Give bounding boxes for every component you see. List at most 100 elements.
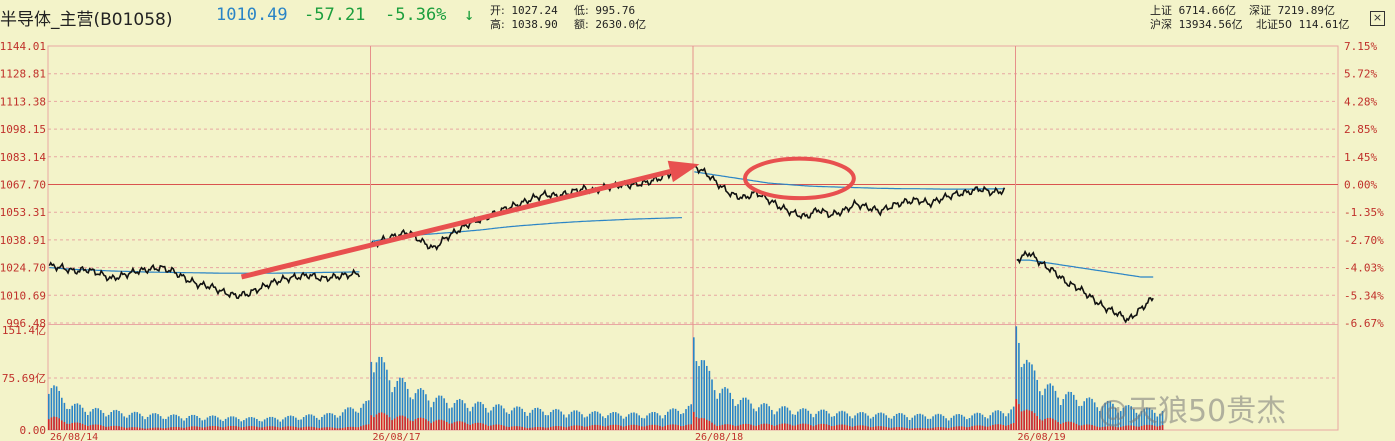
volume-bar-sell <box>817 424 820 430</box>
volume-bar <box>490 410 492 430</box>
intraday-chart: 1144.01 7.15% 1128.81 5.72% 1113.38 4.28% 1098… <box>0 40 1384 441</box>
volume-bar-sell <box>895 427 898 430</box>
volume-bar-sell <box>84 425 87 430</box>
volume-bar-sell <box>932 427 934 430</box>
close-icon[interactable]: × <box>1370 11 1385 26</box>
volume-bar <box>544 415 547 430</box>
volume-bar-sell <box>185 427 188 430</box>
volume-bar <box>633 412 635 430</box>
volume-bar-sell <box>516 426 518 430</box>
volume-bar-sell <box>198 426 201 430</box>
volume-bar-sell <box>604 426 607 430</box>
volume-bar-sell <box>1012 422 1015 430</box>
volume-bar-sell <box>123 427 126 430</box>
volume-bar <box>133 411 136 430</box>
volume-bar <box>620 415 622 430</box>
volume-bar <box>167 416 170 430</box>
volume-bar-sell <box>1028 410 1031 430</box>
volume-bar <box>719 393 721 430</box>
volume-bar <box>1080 405 1083 430</box>
volume-bar-sell <box>479 422 482 430</box>
volume-bar-sell <box>625 426 627 430</box>
volume-bar-sell <box>263 426 266 430</box>
volume-bar <box>349 407 352 430</box>
volume-bar <box>365 401 367 430</box>
volume-bar-sell <box>230 425 232 430</box>
volume-bar-sell <box>250 426 253 430</box>
volume-bar <box>510 410 513 430</box>
volume-bar <box>305 415 308 430</box>
volume-bar-sell <box>92 424 94 430</box>
volume-bar-sell <box>888 427 890 430</box>
volume-bar <box>726 388 729 430</box>
volume-bar-sell <box>425 419 427 430</box>
volume-bar <box>773 414 776 430</box>
volume-bar-sell <box>144 428 146 430</box>
volume-bar-sell <box>76 422 79 430</box>
volume-bar-sell <box>373 417 375 430</box>
volume-bar-sell <box>302 427 305 430</box>
volume-bar <box>1039 391 1041 430</box>
volume-bar <box>536 407 539 430</box>
volume-bar-sell <box>149 428 152 430</box>
volume-bar <box>292 416 295 430</box>
hs-value: 13934.56亿 <box>1178 18 1243 31</box>
volume-bar <box>419 388 422 430</box>
volume-bar <box>1159 413 1161 430</box>
volume-bar-sell <box>253 426 256 430</box>
volume-bar <box>521 408 523 430</box>
volume-bar <box>721 388 724 430</box>
volume-bar-sell <box>1018 404 1020 430</box>
volume-bar-sell <box>617 425 620 430</box>
volume-bar <box>443 398 445 430</box>
pct-tick-label: -4.03% <box>1344 262 1384 275</box>
volume-bar <box>113 410 115 430</box>
volume-bar <box>854 415 856 430</box>
volume-bar <box>586 416 588 430</box>
volume-bar-sell <box>305 426 308 430</box>
volume-bar <box>690 404 692 430</box>
volume-bar <box>180 418 183 430</box>
volume-bar-sell <box>929 428 932 430</box>
volume-bar-sell <box>867 426 869 430</box>
volume-bar-sell <box>113 425 115 430</box>
volume-bar <box>989 415 992 430</box>
volume-bar <box>451 407 453 430</box>
volume-bar <box>115 409 118 430</box>
volume-bar <box>440 395 443 430</box>
volume-bar <box>497 404 500 430</box>
volume-bar <box>812 417 815 430</box>
volume-bar <box>347 407 349 430</box>
volume-bar-sell <box>703 418 706 430</box>
volume-bar <box>997 410 999 430</box>
volume-bar-sell <box>443 420 445 430</box>
volume-bar <box>612 412 614 430</box>
volume-bar-sell <box>492 424 495 430</box>
volume-bar-sell <box>1127 425 1130 430</box>
volume-bar <box>131 412 133 430</box>
volume-bar-sell <box>729 424 732 430</box>
volume-bar <box>427 400 430 430</box>
high-value: 1038.90 <box>511 18 558 31</box>
volume-bar-sell <box>406 418 409 430</box>
volume-bar <box>529 412 531 430</box>
volume-bar <box>302 417 305 430</box>
volume-bar-sell <box>102 425 105 430</box>
volume-bar <box>843 411 846 430</box>
volume-bar-sell <box>178 427 180 430</box>
volume-bar <box>287 415 289 430</box>
volume-bar <box>599 413 601 430</box>
volume-bar <box>880 412 882 430</box>
volume-bar-sell <box>539 426 542 430</box>
volume-bar <box>875 414 877 430</box>
sh-value: 6714.66亿 <box>1178 4 1236 17</box>
volume-bar-sell <box>383 413 386 430</box>
volume-bar <box>542 411 544 430</box>
volume-bar <box>823 409 825 430</box>
volume-bar-sell <box>328 427 331 430</box>
price-change-pct: -5.36% <box>385 5 447 25</box>
volume-bar-sell <box>984 426 986 430</box>
volume-bar-sell <box>989 425 992 430</box>
volume-bar <box>591 411 594 430</box>
volume-bar <box>562 414 565 430</box>
